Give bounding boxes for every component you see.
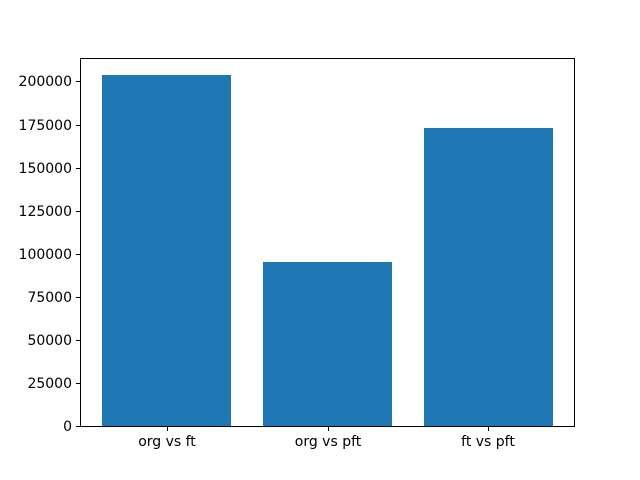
x-tick-mark [488,427,489,431]
y-tick-mark [76,81,80,82]
y-tick-mark [76,125,80,126]
y-tick-mark [76,426,80,427]
y-tick-mark [76,297,80,298]
y-tick-label: 125000 [18,204,72,220]
x-tick-mark [328,427,329,431]
x-tick-label: org vs ft [138,434,196,450]
y-tick-label: 75000 [27,290,72,306]
y-tick-label: 50000 [27,333,72,349]
bar-org-vs-pft [263,262,392,426]
bar-ft-vs-pft [424,128,553,426]
bar-org-vs-ft [102,75,231,426]
y-tick-label: 200000 [18,74,72,90]
x-tick-label: ft vs pft [461,434,515,450]
y-tick-label: 100000 [18,247,72,263]
y-tick-label: 150000 [18,161,72,177]
y-tick-label: 0 [63,419,72,435]
y-tick-label: 175000 [18,118,72,134]
x-tick-mark [167,427,168,431]
y-tick-label: 25000 [27,376,72,392]
y-tick-mark [76,168,80,169]
y-tick-mark [76,340,80,341]
plot-area [80,58,575,427]
y-tick-mark [76,254,80,255]
y-tick-mark [76,211,80,212]
y-tick-mark [76,383,80,384]
x-tick-label: org vs pft [294,434,362,450]
